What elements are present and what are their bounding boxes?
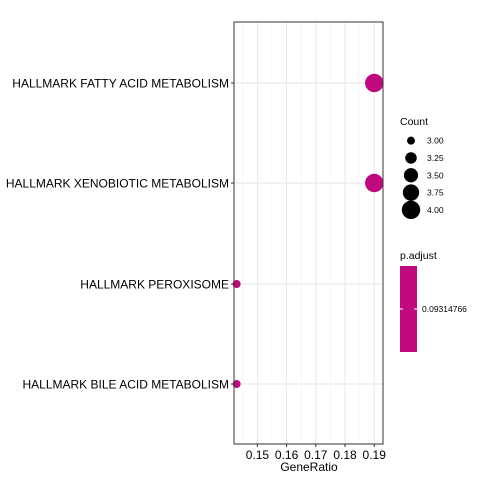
count-legend-label: 3.50	[427, 170, 444, 180]
count-legend-key	[407, 136, 415, 145]
point-hallmark-xenobiotic-metabolism	[365, 173, 384, 193]
point-hallmark-bile-acid-metabolism	[232, 380, 241, 388]
x-axis-title: GeneRatio	[280, 460, 338, 474]
y-tick-label-hallmark-fatty-acid-metabolism: HALLMARK FATTY ACID METABOLISM	[12, 77, 229, 91]
panel-border	[233, 21, 384, 445]
count-legend-key	[405, 152, 417, 164]
count-legend-label: 4.00	[427, 205, 444, 215]
count-legend-key	[402, 184, 420, 201]
count-legend-title: Count	[400, 116, 428, 128]
p-adjust-colorbar	[400, 266, 417, 352]
count-legend-key	[403, 168, 419, 183]
count-size-legend: Count 3.00 3.25 3.50 3.75 4.00	[400, 116, 444, 220]
plot-panel	[232, 21, 384, 445]
x-tick-label: 0.17	[304, 448, 328, 462]
count-legend-label: 3.75	[427, 188, 444, 198]
x-tick-label: 0.18	[333, 448, 357, 462]
p-adjust-legend-title: p.adjust	[400, 250, 437, 262]
y-tick-label-hallmark-peroxisome: HALLMARK PEROXISOME	[80, 278, 229, 292]
x-axis: 0.15 0.16 0.17 0.18 0.19	[246, 444, 387, 462]
x-tick-label: 0.16	[275, 448, 299, 462]
x-tick-label: 0.15	[246, 448, 270, 462]
panel-background	[234, 22, 383, 444]
x-tick-label: 0.19	[363, 448, 387, 462]
y-axis: HALLMARK FATTY ACID METABOLISM HALLMARK X…	[6, 77, 234, 392]
point-hallmark-fatty-acid-metabolism	[365, 73, 384, 93]
point-hallmark-peroxisome	[232, 280, 241, 288]
count-legend-key	[401, 200, 421, 220]
count-legend-label: 3.25	[427, 153, 444, 163]
p-adjust-legend-label: 0.09314766	[422, 304, 467, 314]
count-legend-label: 3.00	[427, 136, 444, 146]
y-tick-label-hallmark-bile-acid-metabolism: HALLMARK BILE ACID METABOLISM	[22, 378, 229, 392]
p-adjust-color-legend: p.adjust 0.09314766	[400, 250, 467, 352]
y-tick-label-hallmark-xenobiotic-metabolism: HALLMARK XENOBIOTIC METABOLISM	[6, 177, 229, 191]
